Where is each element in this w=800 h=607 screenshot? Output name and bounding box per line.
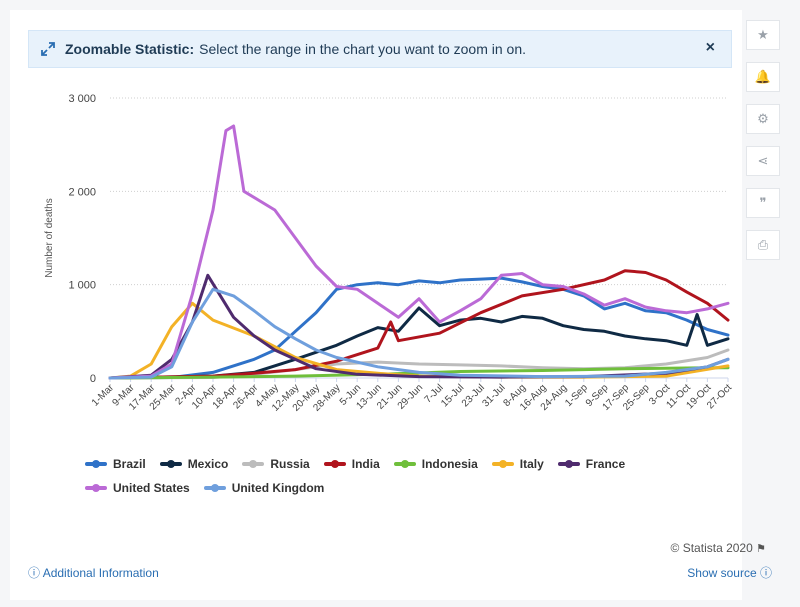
y-tick-label: 3 000	[68, 93, 96, 105]
legend-label: Brazil	[113, 457, 146, 471]
expand-icon	[41, 42, 55, 56]
legend-label: France	[585, 457, 626, 471]
legend-item-united-kingdom[interactable]: United Kingdom	[203, 481, 325, 495]
chart-legend: Brazil Mexico Russia India Indonesia Italy Fra…	[85, 455, 735, 503]
show-source-label: Show source	[687, 566, 757, 580]
banner-text: Select the range in the chart you want t…	[199, 41, 527, 57]
legend-item-india[interactable]: India	[323, 457, 380, 471]
legend-item-france[interactable]: France	[557, 457, 626, 471]
info-icon: ⓘ	[28, 566, 41, 580]
legend-item-brazil[interactable]: Brazil	[85, 457, 146, 471]
credit-text: © Statista 2020	[670, 541, 753, 555]
legend-swatch	[323, 460, 346, 468]
print-icon: ⎙	[757, 237, 769, 252]
legend-swatch	[393, 460, 416, 468]
series-line-united-kingdom	[108, 287, 730, 380]
legend-label: India	[351, 457, 380, 471]
x-tick-label: 1-Sep	[563, 382, 590, 409]
favorite-button[interactable]: ★	[746, 20, 780, 50]
cite-button[interactable]: ❞	[746, 188, 780, 218]
share-button[interactable]: ⋖	[746, 146, 780, 176]
legend-label: United States	[113, 481, 190, 495]
zoom-banner: Zoomable Statistic: Select the range in …	[28, 30, 732, 68]
legend-swatch	[203, 484, 226, 492]
additional-information-link[interactable]: ⓘ Additional Information	[28, 564, 159, 581]
y-tick-label: 1 000	[68, 280, 96, 292]
series-line-united-states	[108, 124, 730, 380]
sidebar-toolbar: ★ 🔔 ⚙ ⋖ ❞ ⎙	[746, 20, 782, 272]
info-icon: ⓘ	[759, 566, 772, 580]
notification-button[interactable]: 🔔	[746, 62, 780, 92]
series-line-indonesia	[108, 366, 730, 380]
star-icon: ★	[757, 27, 769, 42]
y-axis-label: Number of deaths	[44, 198, 55, 278]
legend-item-russia[interactable]: Russia	[242, 457, 310, 471]
share-icon: ⋖	[757, 153, 769, 168]
print-button[interactable]: ⎙	[746, 230, 780, 260]
series-line-mexico	[108, 306, 730, 380]
statista-credit: © Statista 2020 ⚑	[671, 541, 766, 555]
x-tick-label: 31-Jul	[480, 382, 507, 409]
legend-swatch	[85, 484, 107, 492]
legend-item-united-states[interactable]: United States	[85, 481, 190, 495]
x-tick-label: 1-Mar	[90, 382, 117, 409]
series-line-india	[108, 269, 730, 380]
y-tick-label: 0	[90, 373, 96, 385]
bell-icon: 🔔	[754, 69, 772, 84]
y-tick-label: 2 000	[68, 186, 96, 198]
quote-icon: ❞	[759, 195, 767, 210]
series-line-brazil	[108, 276, 730, 380]
show-source-link[interactable]: Show source ⓘ	[687, 564, 772, 581]
legend-item-indonesia[interactable]: Indonesia	[393, 457, 478, 471]
legend-swatch	[491, 460, 514, 468]
legend-swatch	[85, 460, 107, 468]
legend-label: Italy	[519, 457, 544, 471]
legend-label: Mexico	[187, 457, 229, 471]
legend-swatch	[557, 460, 580, 468]
legend-label: United Kingdom	[231, 481, 325, 495]
settings-button[interactable]: ⚙	[746, 104, 780, 134]
flag-icon: ⚑	[756, 543, 766, 555]
legend-swatch	[159, 460, 182, 468]
legend-label: Russia	[270, 457, 310, 471]
gear-icon: ⚙	[757, 111, 769, 126]
close-banner-button[interactable]: ×	[705, 39, 715, 56]
legend-item-italy[interactable]: Italy	[491, 457, 544, 471]
additional-information-label: Additional Information	[42, 566, 159, 580]
banner-title: Zoomable Statistic:	[65, 41, 195, 57]
legend-item-mexico[interactable]: Mexico	[159, 457, 229, 471]
legend-label: Indonesia	[421, 457, 478, 471]
legend-swatch	[242, 460, 265, 468]
